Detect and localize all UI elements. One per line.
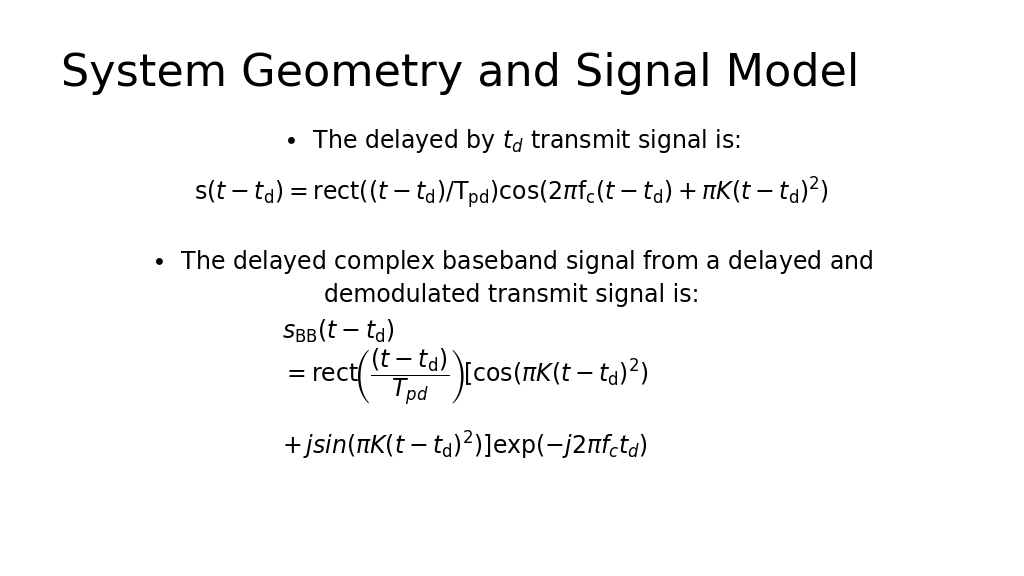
Text: demodulated transmit signal is:: demodulated transmit signal is: [325, 283, 699, 308]
Text: System Geometry and Signal Model: System Geometry and Signal Model [61, 52, 860, 95]
Text: $= \mathrm{rect}\!\left(\dfrac{(t - t_\mathrm{d})}{T_{pd}}\right)\![\mathrm{cos}: $= \mathrm{rect}\!\left(\dfrac{(t - t_\m… [282, 347, 648, 408]
Text: $\bullet$  The delayed by $t_d$ transmit signal is:: $\bullet$ The delayed by $t_d$ transmit … [283, 127, 741, 155]
Text: $+ \,j\mathit{sin}(\pi K(t - t_\mathrm{d})^2)]\mathrm{exp}(-j2\pi f_c t_d)$: $+ \,j\mathit{sin}(\pi K(t - t_\mathrm{d… [282, 430, 647, 463]
Text: $s_\mathrm{BB}(t - t_\mathrm{d})$: $s_\mathrm{BB}(t - t_\mathrm{d})$ [282, 317, 394, 345]
Text: $\bullet$  The delayed complex baseband signal from a delayed and: $\bullet$ The delayed complex baseband s… [151, 248, 873, 276]
Text: $\mathrm{s}(t - t_\mathrm{d}) = \mathrm{rect}((t - t_\mathrm{d})/\mathrm{T_{pd}}: $\mathrm{s}(t - t_\mathrm{d}) = \mathrm{… [195, 175, 829, 211]
